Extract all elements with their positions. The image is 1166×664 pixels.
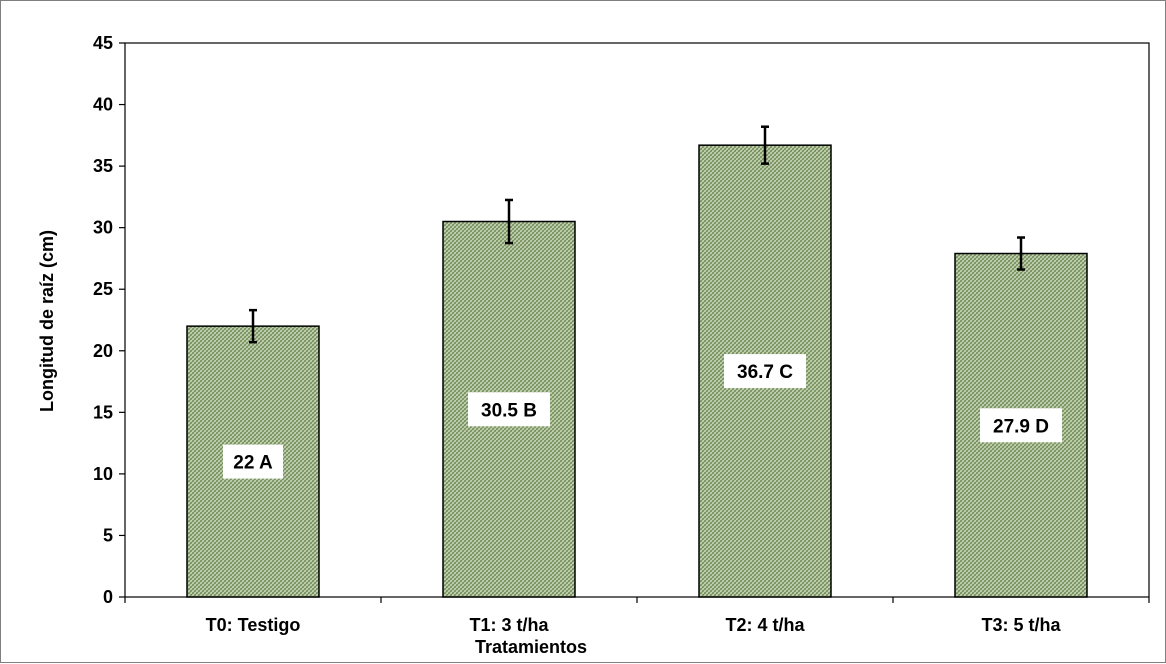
y-tick-label: 45 (93, 33, 113, 53)
data-label-text: 36.7 C (737, 362, 793, 383)
y-tick-label: 35 (93, 156, 113, 176)
y-axis-title: Longitud de raíz (cm) (37, 230, 57, 412)
y-tick-label: 20 (93, 341, 113, 361)
x-tick-label: T3: 5 t/ha (981, 615, 1061, 635)
x-axis: T0: Testigo T1: 3 t/ha T2: 4 t/ha T3: 5 t/h… (125, 597, 1149, 635)
y-tick-label: 15 (93, 402, 113, 422)
data-label: 36.7 C (724, 354, 806, 388)
data-label: 30.5 B (468, 392, 550, 426)
y-tick-label: 25 (93, 279, 113, 299)
y-tick-label: 40 (93, 95, 113, 115)
data-label-text: 22 A (233, 453, 273, 474)
y-tick-label: 30 (93, 218, 113, 238)
error-bars (249, 127, 1025, 342)
data-label: 22 A (223, 445, 283, 479)
bars (187, 145, 1087, 597)
y-tick-label: 0 (103, 587, 113, 607)
x-axis-title: Tratamientos (475, 637, 587, 657)
y-tick-label: 10 (93, 464, 113, 484)
x-tick-label: T0: Testigo (206, 615, 301, 635)
data-label: 27.9 D (980, 408, 1062, 442)
data-label-text: 30.5 B (481, 400, 537, 421)
x-tick-label: T2: 4 t/ha (725, 615, 805, 635)
data-label-text: 27.9 D (993, 416, 1049, 437)
data-labels: 22 A 30.5 B 36.7 C 27.9 D (223, 354, 1062, 478)
y-tick-label: 5 (103, 525, 113, 545)
x-tick-label: T1: 3 t/ha (469, 615, 549, 635)
